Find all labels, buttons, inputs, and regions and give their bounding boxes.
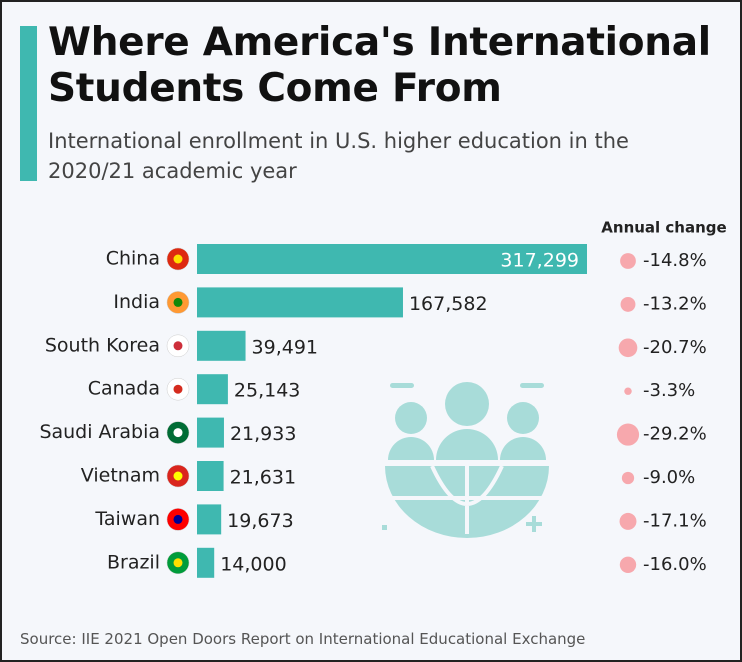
category-label: India: [113, 291, 160, 313]
value-label: 167,582: [409, 293, 488, 315]
value-label: 25,143: [234, 380, 300, 402]
annual-change-bubble: [621, 471, 635, 485]
annual-change-label: -9.0%: [643, 467, 695, 488]
category-label: Brazil: [107, 551, 160, 573]
annual-change-label: -3.3%: [643, 380, 695, 401]
flag-icon-detail: [173, 428, 183, 438]
bar: [197, 461, 224, 491]
flag-icon-detail: [173, 297, 183, 307]
annual-change-label: -20.7%: [643, 337, 707, 358]
annual-change-bubble: [620, 253, 636, 269]
flag-icon-detail: [173, 384, 183, 394]
annual-change-label: -29.2%: [643, 424, 707, 445]
chart-title: Where America's International Students C…: [48, 20, 711, 111]
value-label: 317,299: [500, 250, 579, 272]
category-label: Canada: [88, 378, 160, 400]
bar: [197, 504, 222, 535]
chart-subtitle: International enrollment in U.S. higher …: [48, 129, 629, 183]
annual-change-bubble: [618, 338, 638, 358]
flag-icon-detail: [173, 471, 183, 481]
accent-bar: [20, 26, 37, 181]
value-label: 21,631: [230, 467, 296, 489]
source-note: Source: IIE 2021 Open Doors Report on In…: [20, 630, 586, 648]
bar: [197, 287, 403, 318]
value-label: 21,933: [230, 423, 296, 445]
annual-change-label: -13.2%: [643, 293, 707, 314]
annual-change-bubble: [619, 556, 637, 573]
bar: [197, 330, 246, 361]
category-label: Vietnam: [81, 465, 160, 487]
value-label: 19,673: [227, 510, 293, 532]
decoration-icon: [382, 382, 549, 538]
annual-change-label: -16.0%: [643, 554, 707, 575]
flag-icon-detail: [173, 558, 183, 568]
annual-change-bubble: [616, 423, 640, 446]
bar: [197, 547, 215, 578]
annual-change-label: -17.1%: [643, 510, 707, 531]
category-label: Taiwan: [94, 508, 160, 530]
bar: [197, 244, 587, 274]
annual-change-header: Annual change: [601, 219, 726, 237]
category-label: Saudi Arabia: [39, 421, 160, 443]
annual-change-bubble: [620, 296, 636, 312]
bar: [197, 417, 224, 448]
bar: [197, 374, 228, 405]
category-label: South Korea: [45, 334, 160, 356]
annual-change-bubble: [624, 387, 632, 395]
flag-icon-detail: [173, 254, 183, 264]
annual-change-label: -14.8%: [643, 250, 707, 271]
annual-change-bubble: [619, 512, 637, 530]
category-label: China: [106, 248, 160, 270]
value-label: 39,491: [252, 336, 318, 358]
value-label: 14,000: [220, 553, 286, 575]
flag-icon-detail: [173, 514, 183, 524]
flag-icon-detail: [173, 341, 183, 351]
